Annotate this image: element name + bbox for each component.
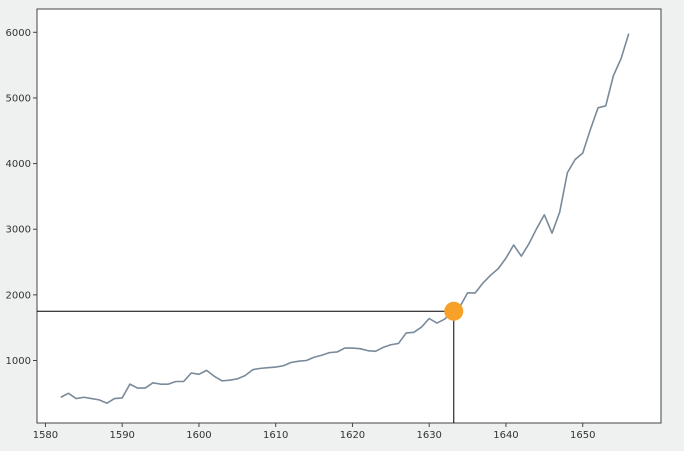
x-tick-label: 1630 (416, 430, 441, 441)
x-tick-label: 1580 (33, 430, 58, 441)
x-tick-label: 1600 (186, 430, 211, 441)
y-tick-label: 3000 (6, 225, 31, 236)
x-tick-label: 1650 (570, 430, 595, 441)
y-axis: 1000 2000 3000 4000 5000 6000 (6, 28, 37, 367)
y-tick-label: 1000 (6, 356, 31, 367)
y-tick-label: 4000 (6, 159, 31, 170)
y-tick-label: 6000 (6, 28, 31, 39)
x-axis: 1580 1590 1600 1610 1620 1630 1640 1650 (33, 423, 596, 441)
y-tick-label: 2000 (6, 290, 31, 301)
plot-area (37, 9, 661, 423)
x-tick-label: 1590 (109, 430, 134, 441)
x-tick-label: 1640 (493, 430, 518, 441)
marker-layer (444, 302, 463, 321)
highlight-marker (444, 302, 463, 321)
y-tick-label: 5000 (6, 93, 31, 104)
x-tick-label: 1620 (340, 430, 365, 441)
x-tick-label: 1610 (263, 430, 288, 441)
